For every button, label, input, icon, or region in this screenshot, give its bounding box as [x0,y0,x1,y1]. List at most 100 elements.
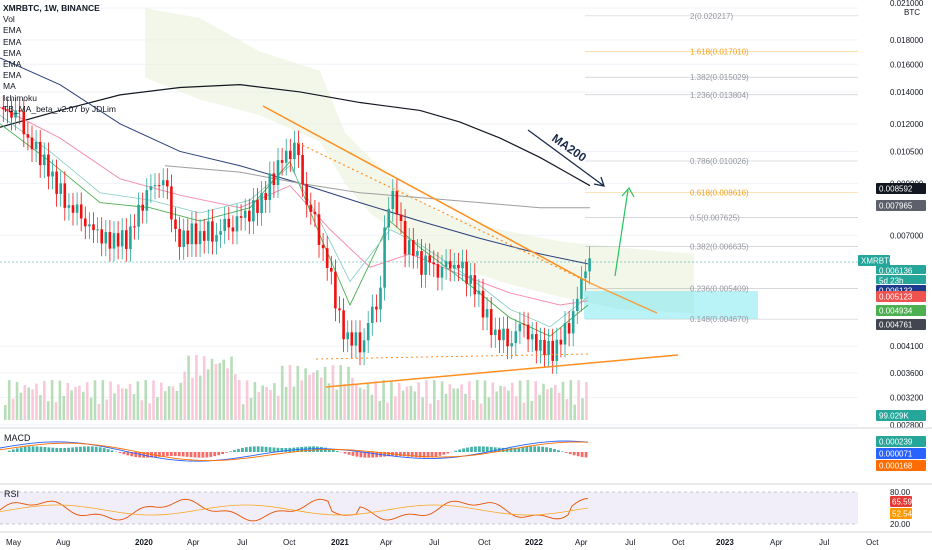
candle-body [518,323,522,332]
volume-bar [300,380,303,420]
candle-body [301,155,304,185]
candle-body [522,323,526,325]
candle-body [465,261,468,284]
volume-bar [522,402,526,420]
volume-bar [561,381,565,420]
volume-bar [475,380,479,420]
volume-bar [175,390,179,420]
candle-body [547,340,550,355]
macd-histogram-bar [493,447,497,452]
volume-bar [351,377,354,420]
macd-histogram-bar [564,452,568,453]
volume-bar [152,380,155,420]
price-tick: 0.010500 [890,147,924,156]
macd-histogram-bar [201,452,205,458]
volume-bar [413,391,417,420]
candle-body [383,227,386,288]
macd-histogram-bar [414,452,418,458]
volume-bar [234,374,237,420]
volume-bar [534,381,537,420]
volume-bar [581,398,584,420]
candle-body [334,271,337,309]
indicator-legend: XMRBTC, 1W, BINANCE Vol EMA EMA EMA EMA … [3,3,116,115]
symbol-title[interactable]: XMRBTC, 1W, BINANCE [3,3,100,13]
projection-arrowhead-icon [621,186,635,198]
price-badge-text: 0.004934 [879,307,913,316]
volume-bar [378,400,381,420]
candle-body [444,261,448,268]
macd-histogram-bar [67,447,70,452]
candle-body [539,339,542,351]
volume-bar [144,380,147,420]
candle-body [96,229,99,231]
volume-bar [550,387,553,420]
indicator-ema-4[interactable]: EMA [3,59,22,70]
rsi-label[interactable]: RSI [4,489,20,499]
time-tick: 2022 [525,538,543,547]
price-tick: 0.003200 [890,393,924,402]
volume-bar [160,382,163,420]
volume-bar [440,381,444,420]
price-tick: 0.018000 [890,36,924,45]
macd-histogram-bar [367,452,371,458]
volume-bar [11,398,15,420]
macd-histogram-bar [387,452,390,457]
candle-body [186,230,190,245]
volume-bar [331,365,335,420]
indicator-vol[interactable]: Vol [3,14,15,25]
time-tick: Jul [429,538,439,547]
candle-body [202,231,206,241]
candle-body [440,267,444,278]
macd-histogram-bar [572,452,576,456]
volume-bar [105,399,108,420]
volume-bar [23,385,27,420]
volume-bar [479,403,483,420]
candle-body [125,230,128,249]
volume-bar [382,380,385,420]
volume-bar [121,388,124,420]
macd-label[interactable]: MACD [4,433,31,443]
macd-histogram-bar [501,447,505,452]
candle-body [157,185,161,187]
candle-body [67,205,71,208]
candle-body [6,109,9,111]
candle-body [453,264,456,269]
candle-body [502,328,505,341]
candle-body [79,204,83,219]
macd-histogram-bar [276,447,280,452]
volume-bar [577,380,580,420]
volume-bar [253,382,257,420]
candle-body [227,218,231,228]
indicator-tb-ma[interactable]: TB_MA_beta_v2.07 by JDLim [3,103,116,114]
candle-body [391,190,395,210]
volume-bar [245,380,249,420]
volume-bar [503,386,506,420]
indicator-ema-5[interactable]: EMA [3,70,22,81]
macd-histogram-bar [252,446,256,452]
volume-bar [557,392,561,420]
volume-bar [269,390,272,420]
volume-bar [327,383,331,420]
volume-bar [553,384,557,420]
volume-bar [109,381,112,420]
candle-body [22,111,26,135]
macd-histogram-bar [63,447,67,452]
volume-bar [530,400,534,420]
candle-body [424,255,427,275]
indicator-ichimoku[interactable]: Ichimoku [3,92,38,103]
volume-bar [27,387,30,420]
indicator-ema-2[interactable]: EMA [3,36,22,47]
macd-histogram-bar [533,446,537,452]
volume-bar [495,391,498,420]
candles [2,95,591,374]
indicator-ma[interactable]: MA [3,81,16,92]
volume-bar [370,394,374,420]
candle-body [530,334,534,340]
macd-histogram-bar [86,446,90,452]
macd-badge [876,448,926,459]
macd-histogram-bar [331,449,335,452]
candle-body [489,309,493,336]
indicator-ema-1[interactable]: EMA [3,25,22,36]
indicator-ema-3[interactable]: EMA [3,47,22,58]
